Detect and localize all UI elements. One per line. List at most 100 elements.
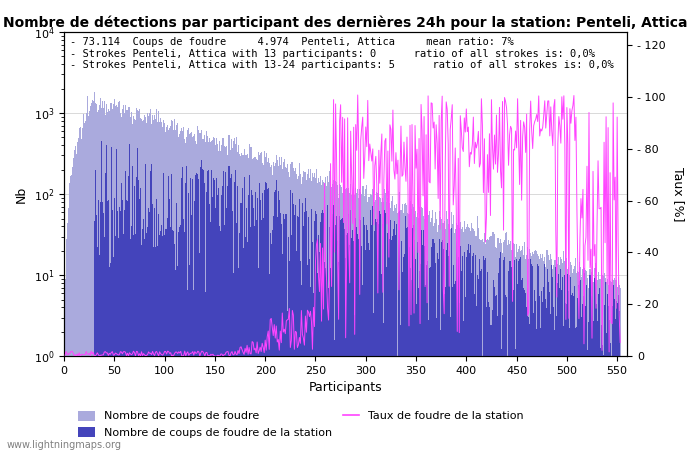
Bar	[289, 261, 290, 450]
Bar	[458, 228, 460, 450]
Bar	[426, 213, 428, 450]
Bar	[105, 173, 106, 450]
Bar	[547, 250, 548, 450]
Bar	[547, 269, 548, 450]
Bar	[250, 147, 251, 450]
Bar	[105, 115, 106, 450]
Bar	[219, 140, 220, 450]
Bar	[424, 246, 425, 450]
Bar	[230, 174, 232, 450]
Bar	[307, 174, 308, 450]
Bar	[435, 318, 437, 450]
Bar	[396, 224, 398, 450]
Bar	[274, 192, 275, 450]
Bar	[196, 173, 197, 450]
Bar	[516, 244, 517, 450]
Bar	[292, 193, 293, 450]
Bar	[568, 291, 569, 450]
Bar	[338, 198, 339, 450]
Bar	[365, 189, 366, 450]
Bar	[500, 252, 501, 450]
Bar	[182, 131, 183, 450]
Bar	[131, 112, 132, 450]
Bar	[360, 220, 361, 450]
Bar	[366, 225, 368, 450]
Bar	[83, 114, 84, 450]
Bar	[135, 120, 136, 450]
Bar	[605, 278, 606, 450]
Bar	[304, 172, 305, 450]
Bar	[129, 144, 130, 450]
Bar	[144, 115, 145, 450]
Bar	[384, 189, 386, 450]
Bar	[601, 346, 603, 450]
Bar	[303, 226, 304, 450]
Bar	[356, 227, 357, 450]
Bar	[495, 296, 496, 450]
Bar	[191, 132, 193, 450]
Bar	[227, 146, 228, 450]
Bar	[600, 279, 601, 450]
Bar	[451, 228, 452, 450]
Bar	[134, 185, 135, 450]
Bar	[329, 227, 330, 450]
Bar	[350, 210, 351, 450]
Bar	[494, 287, 495, 450]
Bar	[124, 210, 125, 450]
Bar	[180, 225, 181, 450]
Bar	[592, 282, 594, 450]
Bar	[319, 182, 320, 450]
Bar	[221, 195, 223, 450]
Bar	[182, 167, 183, 450]
Bar	[122, 200, 123, 450]
Bar	[562, 277, 564, 450]
Bar	[85, 112, 87, 450]
Bar	[449, 317, 451, 450]
Bar	[437, 232, 438, 450]
Bar	[103, 213, 104, 450]
Bar	[603, 273, 605, 450]
Bar	[177, 266, 178, 450]
Bar	[607, 294, 608, 450]
Bar	[189, 134, 190, 450]
Bar	[518, 261, 519, 450]
Bar	[607, 279, 608, 450]
Bar	[357, 189, 358, 450]
Bar	[160, 118, 161, 450]
Bar	[457, 225, 458, 450]
Bar	[504, 256, 505, 450]
Bar	[152, 115, 153, 450]
Bar	[452, 224, 453, 450]
Bar	[379, 211, 380, 450]
Bar	[340, 184, 341, 450]
Bar	[585, 306, 587, 450]
Bar	[288, 172, 289, 450]
Bar	[539, 296, 540, 450]
Bar	[173, 130, 174, 450]
Bar	[100, 202, 101, 450]
Bar	[410, 279, 412, 450]
Bar	[276, 160, 278, 450]
Y-axis label: Nb: Nb	[15, 185, 28, 203]
Bar	[612, 285, 614, 450]
Bar	[269, 163, 270, 450]
Bar	[188, 193, 189, 450]
Bar	[343, 220, 344, 450]
Bar	[320, 176, 321, 450]
Bar	[377, 219, 378, 450]
Bar	[146, 123, 147, 450]
Bar	[184, 232, 186, 450]
Bar	[530, 259, 531, 450]
Bar	[292, 162, 293, 450]
Bar	[293, 204, 294, 450]
Bar	[428, 268, 430, 450]
Bar	[173, 231, 174, 450]
Bar	[552, 269, 553, 450]
Bar	[270, 166, 271, 450]
Bar	[571, 295, 573, 450]
Bar	[564, 275, 566, 450]
Bar	[538, 266, 539, 450]
Bar	[237, 145, 239, 450]
Bar	[294, 215, 295, 450]
Bar	[168, 130, 169, 450]
